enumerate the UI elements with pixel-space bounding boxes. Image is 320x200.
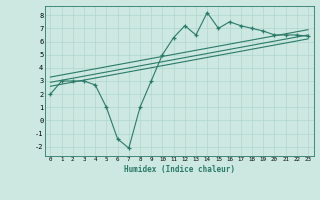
X-axis label: Humidex (Indice chaleur): Humidex (Indice chaleur) bbox=[124, 165, 235, 174]
